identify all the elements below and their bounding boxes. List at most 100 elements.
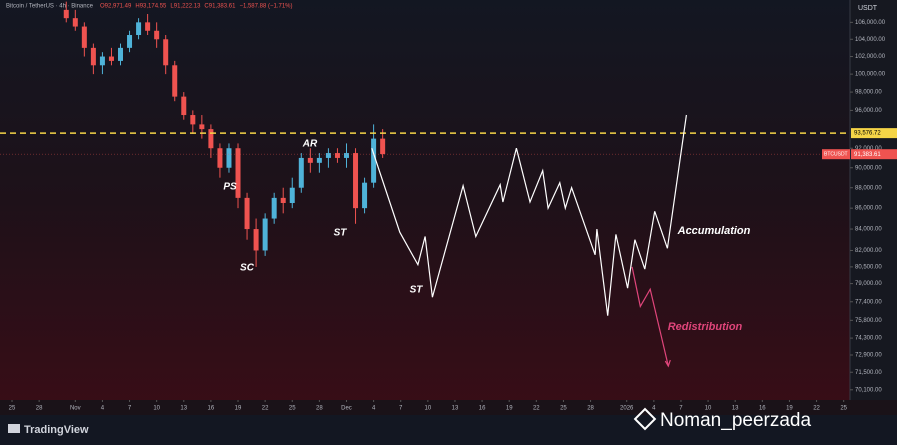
y-tick-label: 92,000.00 <box>855 146 882 152</box>
candle-body <box>289 187 295 203</box>
x-tick-label: 25 <box>840 406 847 412</box>
x-tick-label: 7 <box>128 406 132 412</box>
candle-body <box>136 22 142 36</box>
x-tick-label: 25 <box>560 406 567 412</box>
x-tick-label: Dec <box>341 406 352 412</box>
y-tick-label: 96,000.00 <box>855 108 882 114</box>
annotation: Redistribution <box>668 321 743 333</box>
x-tick-label: 10 <box>425 406 432 412</box>
y-tick-label: 106,000.00 <box>855 20 886 26</box>
time-axis-panel <box>0 400 897 415</box>
axes: 106,000.00 104,000.00 102,000.00 100,000.00… <box>9 20 897 412</box>
candle-body <box>343 153 349 158</box>
candle-body <box>63 9 69 19</box>
y-tick-label: 75,800.00 <box>855 318 882 324</box>
projection-line <box>631 266 669 367</box>
ohlc-value: H93,174.55 <box>135 4 167 10</box>
header: Bitcoin / TetherUS · 4h · Binance O92,97… <box>6 4 293 10</box>
x-tick-label: 13 <box>180 406 187 412</box>
candle-body <box>316 157 322 163</box>
candle-body <box>235 148 241 198</box>
x-tick-label: 16 <box>479 406 486 412</box>
candle-body <box>181 96 187 116</box>
y-tick-label: 71,500.00 <box>855 370 882 376</box>
symbol-title: Bitcoin / TetherUS · 4h · Binance <box>6 4 94 10</box>
x-tick-label: 28 <box>316 406 323 412</box>
brand-name: TradingView <box>24 424 89 436</box>
price-label: 91,383.61 <box>854 152 881 158</box>
projection-line <box>371 114 687 316</box>
x-tick-label: 19 <box>506 406 513 412</box>
candle-body <box>90 47 96 66</box>
y-tick-label: 70,100.00 <box>855 387 882 393</box>
watermark-text: Noman_peerzada <box>660 410 811 431</box>
x-tick-label: 13 <box>732 406 739 412</box>
y-tick-label: 74,300.00 <box>855 336 882 342</box>
ohlc-value: C91,383.61 <box>204 4 236 10</box>
candle-body <box>145 22 151 31</box>
x-tick-label: 22 <box>262 406 269 412</box>
candle-body <box>380 138 386 155</box>
x-tick-label: 13 <box>452 406 459 412</box>
candle-body <box>217 148 223 168</box>
x-tick-label: 7 <box>399 406 403 412</box>
x-tick-label: 22 <box>533 406 540 412</box>
candle-body <box>199 124 205 130</box>
candle-body <box>353 153 359 209</box>
y-tick-label: 79,000.00 <box>855 281 882 287</box>
symbol-label-box <box>822 149 850 160</box>
x-tick-label: 4 <box>101 406 105 412</box>
y-tick-label: 80,500.00 <box>855 264 882 270</box>
x-tick-label: 2026 <box>620 406 634 412</box>
x-tick-label: 25 <box>289 406 296 412</box>
candle-body <box>172 65 178 97</box>
candle-body <box>334 153 340 158</box>
candle-body <box>72 18 78 27</box>
x-tick-label: 4 <box>652 406 656 412</box>
brand-logo <box>8 424 20 433</box>
x-tick-label: 28 <box>587 406 594 412</box>
candle-body <box>81 26 87 48</box>
price-label-box <box>851 149 897 160</box>
candle-body <box>163 39 169 66</box>
candle-body <box>99 56 105 66</box>
candle-body <box>108 56 114 61</box>
annotation: AR <box>302 139 318 150</box>
ohlc-value: O92,971.49 <box>100 4 132 10</box>
y-tick-label: 100,000.00 <box>855 72 886 78</box>
candle-body <box>298 157 304 188</box>
ohlc-value: L91,222.13 <box>170 4 201 10</box>
y-tick-label: 102,000.00 <box>855 54 886 60</box>
candle-body <box>271 197 277 219</box>
plot <box>0 1 850 368</box>
candle-body <box>190 115 196 125</box>
x-tick-label: 16 <box>759 406 766 412</box>
x-tick-label: 10 <box>705 406 712 412</box>
price-label: 93,576.72 <box>854 131 881 137</box>
price-label-box <box>851 128 897 139</box>
y-tick-label: 86,000.00 <box>855 206 882 212</box>
annotation: SC <box>240 263 255 274</box>
watermark: Noman_peerzada <box>633 407 811 431</box>
x-tick-label: 19 <box>786 406 793 412</box>
annotation: ST <box>410 285 424 296</box>
y-tick-label: 84,000.00 <box>855 227 882 233</box>
y-tick-label: 90,000.00 <box>855 165 882 171</box>
candle-body <box>325 153 331 158</box>
candle-body <box>280 197 286 203</box>
x-tick-label: 7 <box>679 406 683 412</box>
x-tick-label: 16 <box>208 406 215 412</box>
arrow-head <box>664 359 671 368</box>
candle-body <box>307 157 313 163</box>
y-tick-label: 72,900.00 <box>855 353 882 359</box>
x-tick-label: 22 <box>813 406 820 412</box>
y-tick-label: 77,400.00 <box>855 299 882 305</box>
candle-body <box>208 129 214 149</box>
x-tick-label: 28 <box>36 406 43 412</box>
x-tick-label: 4 <box>372 406 376 412</box>
x-tick-label: Nov <box>70 406 81 412</box>
y-tick-label: 104,000.00 <box>855 37 886 43</box>
candle-body <box>253 229 259 251</box>
